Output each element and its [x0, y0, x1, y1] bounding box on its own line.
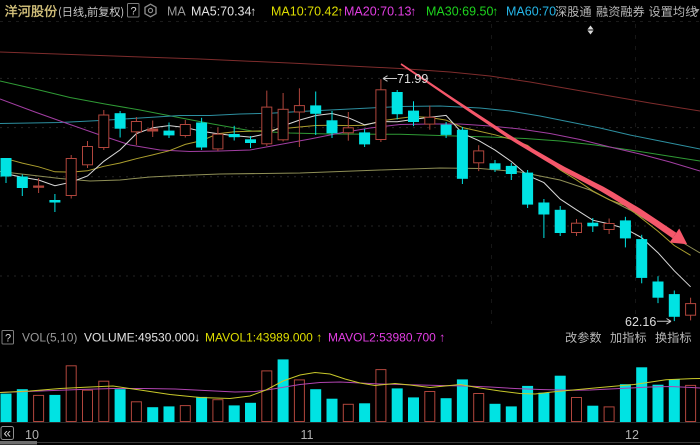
svg-text:?: ? — [5, 333, 11, 345]
svg-text:MAVOL1:43989.000: MAVOL1:43989.000 — [205, 331, 313, 345]
svg-text:↑: ↑ — [492, 5, 498, 19]
svg-text:12: 12 — [625, 428, 639, 442]
svg-text:71.99: 71.99 — [397, 72, 428, 86]
svg-text:↑: ↑ — [410, 5, 416, 19]
svg-text:↑: ↑ — [316, 331, 322, 345]
svg-text:10: 10 — [25, 428, 39, 442]
svg-text:↑: ↑ — [439, 331, 445, 345]
svg-text:MA60:70: MA60:70 — [506, 5, 556, 19]
svg-text:MA10:70.42: MA10:70.42 — [271, 5, 338, 19]
svg-text:VOL(5,10): VOL(5,10) — [22, 331, 77, 345]
svg-text:MA20:70.13: MA20:70.13 — [344, 5, 411, 19]
svg-text:11: 11 — [301, 428, 314, 442]
svg-text:MA: MA — [167, 5, 186, 19]
svg-text:MA5:70.34: MA5:70.34 — [191, 5, 252, 19]
svg-text:62.16: 62.16 — [625, 315, 656, 329]
svg-text:?: ? — [130, 6, 136, 18]
svg-text:↑: ↑ — [250, 5, 256, 19]
svg-text:«: « — [4, 426, 12, 441]
svg-text:VOLUME:49530.000: VOLUME:49530.000 — [84, 331, 195, 345]
svg-text:MAVOL2:53980.700: MAVOL2:53980.700 — [328, 331, 436, 345]
svg-text:MA30:69.50: MA30:69.50 — [426, 5, 493, 19]
svg-text:↑: ↑ — [337, 5, 343, 19]
svg-text:↓: ↓ — [194, 331, 200, 345]
